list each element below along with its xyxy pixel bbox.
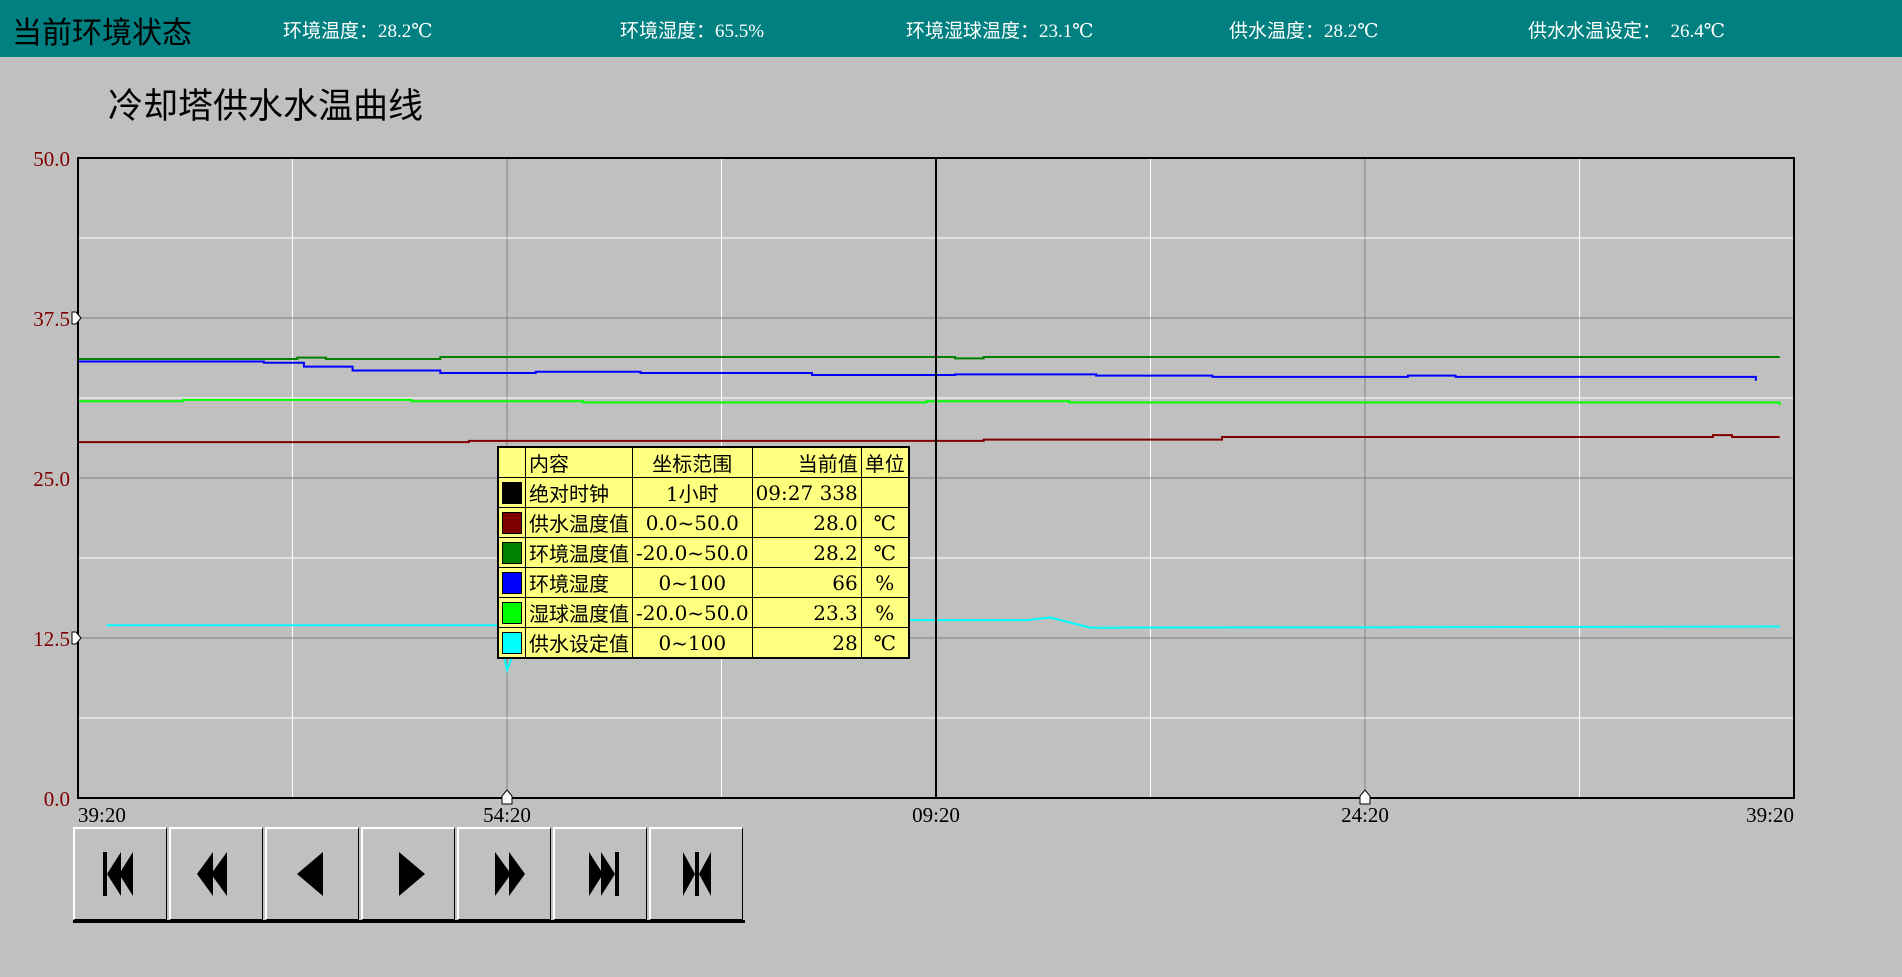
x-tick-label: 54:20 bbox=[483, 803, 531, 827]
chart-title: 冷却塔供水水温曲线 bbox=[108, 87, 424, 126]
legend-value: 28 bbox=[751, 627, 862, 659]
legend-swatch bbox=[497, 627, 526, 659]
x-marker-icon bbox=[1359, 789, 1371, 805]
legend-name: 绝对时钟 bbox=[525, 477, 633, 508]
ambient-humidity-readout: 环境湿度：65.5% bbox=[620, 21, 765, 42]
legend-row: 湿球温度值 -20.0~50.0 23.3 % bbox=[497, 597, 910, 628]
legend-unit bbox=[860, 477, 910, 508]
x-tick-label: 09:20 bbox=[912, 803, 960, 827]
legend-range: 0.0~50.0 bbox=[632, 507, 753, 538]
legend-range: 1小时 bbox=[632, 477, 753, 508]
first-page-icon bbox=[102, 852, 133, 896]
ambient-temp-readout: 环境温度：28.2℃ bbox=[283, 21, 433, 42]
navigation-toolbar bbox=[73, 827, 745, 923]
legend-header-range: 坐标范围 bbox=[632, 446, 753, 478]
legend-row: 供水设定值 0~100 28 ℃ bbox=[497, 627, 910, 659]
series-line bbox=[78, 434, 1780, 444]
legend-range: 0~100 bbox=[632, 567, 753, 598]
legend-swatch bbox=[497, 537, 526, 568]
color-swatch bbox=[502, 631, 522, 654]
legend-swatch bbox=[497, 477, 526, 508]
legend-unit: ℃ bbox=[860, 537, 910, 568]
legend-value: 09:27 338 bbox=[751, 477, 862, 508]
color-swatch bbox=[502, 481, 522, 504]
legend-range: -20.0~50.0 bbox=[632, 537, 753, 568]
color-swatch bbox=[502, 571, 522, 594]
y-tick-label: 12.5 bbox=[33, 627, 70, 651]
wet-bulb-temp-readout: 环境湿球温度：23.1℃ bbox=[906, 21, 1094, 42]
status-header: 当前环境状态 环境温度：28.2℃ 环境湿度：65.5% 环境湿球温度：23.1… bbox=[0, 0, 1902, 57]
legend-value: 28.2 bbox=[751, 537, 862, 568]
legend-table: 内容 坐标范围 当前值 单位 绝对时钟 1小时 09:27 338 供水温度值 … bbox=[497, 446, 910, 659]
series-line bbox=[78, 360, 1757, 381]
legend-unit: % bbox=[860, 567, 910, 598]
step-backward-button[interactable] bbox=[265, 827, 359, 920]
center-icon bbox=[682, 852, 711, 896]
step-backward-icon bbox=[296, 852, 323, 896]
legend-name: 供水设定值 bbox=[525, 627, 633, 659]
step-forward-icon bbox=[398, 852, 425, 896]
step-forward-button[interactable] bbox=[361, 827, 455, 920]
color-swatch bbox=[502, 541, 522, 564]
supply-setpoint-readout: 供水水温设定： 26.4℃ bbox=[1528, 21, 1726, 42]
legend-unit: % bbox=[860, 597, 910, 628]
legend-swatch bbox=[497, 507, 526, 538]
first-page-button[interactable] bbox=[73, 827, 167, 920]
x-marker-icon bbox=[501, 789, 513, 805]
supply-temp-readout: 供水温度：28.2℃ bbox=[1229, 21, 1379, 42]
x-tick-label: 39:20 bbox=[1746, 803, 1794, 827]
legend-swatch bbox=[497, 567, 526, 598]
legend-header-unit: 单位 bbox=[860, 446, 910, 478]
x-tick-label: 39:20 bbox=[78, 803, 126, 827]
y-tick-label: 0.0 bbox=[44, 787, 70, 811]
y-tick-label: 25.0 bbox=[33, 467, 70, 491]
legend-range: -20.0~50.0 bbox=[632, 597, 753, 628]
legend-value: 23.3 bbox=[751, 597, 862, 628]
color-swatch bbox=[502, 601, 522, 624]
series-line bbox=[78, 398, 1781, 406]
fast-forward-button[interactable] bbox=[457, 827, 551, 920]
y-tick-label: 50.0 bbox=[33, 147, 70, 171]
last-page-icon bbox=[588, 852, 619, 896]
legend-range: 0~100 bbox=[632, 627, 753, 659]
series-line bbox=[78, 356, 1780, 360]
legend-header-content: 内容 bbox=[525, 446, 633, 478]
fast-backward-icon bbox=[196, 852, 227, 896]
legend-name: 供水温度值 bbox=[525, 507, 633, 538]
y-marker-icon bbox=[71, 631, 82, 645]
legend-row: 环境温度值 -20.0~50.0 28.2 ℃ bbox=[497, 537, 910, 568]
legend-value: 66 bbox=[751, 567, 862, 598]
fast-forward-icon bbox=[494, 852, 525, 896]
center-button[interactable] bbox=[649, 827, 743, 920]
legend-row: 环境湿度 0~100 66 % bbox=[497, 567, 910, 598]
legend-swatch bbox=[497, 597, 526, 628]
x-tick-label: 24:20 bbox=[1341, 803, 1389, 827]
legend-unit: ℃ bbox=[860, 627, 910, 659]
legend-header-value: 当前值 bbox=[751, 446, 862, 478]
fast-backward-button[interactable] bbox=[169, 827, 263, 920]
last-page-button[interactable] bbox=[553, 827, 647, 920]
legend-unit: ℃ bbox=[860, 507, 910, 538]
legend-header-row: 内容 坐标范围 当前值 单位 bbox=[497, 446, 910, 478]
y-tick-label: 37.5 bbox=[33, 307, 70, 331]
legend-name: 湿球温度值 bbox=[525, 597, 633, 628]
legend-row: 供水温度值 0.0~50.0 28.0 ℃ bbox=[497, 507, 910, 538]
legend-value: 28.0 bbox=[751, 507, 862, 538]
header-title: 当前环境状态 bbox=[12, 17, 192, 50]
legend-name: 环境温度值 bbox=[525, 537, 633, 568]
y-marker-icon bbox=[71, 311, 82, 325]
legend-name: 环境湿度 bbox=[525, 567, 633, 598]
color-swatch bbox=[502, 511, 522, 534]
legend-row: 绝对时钟 1小时 09:27 338 bbox=[497, 477, 910, 508]
